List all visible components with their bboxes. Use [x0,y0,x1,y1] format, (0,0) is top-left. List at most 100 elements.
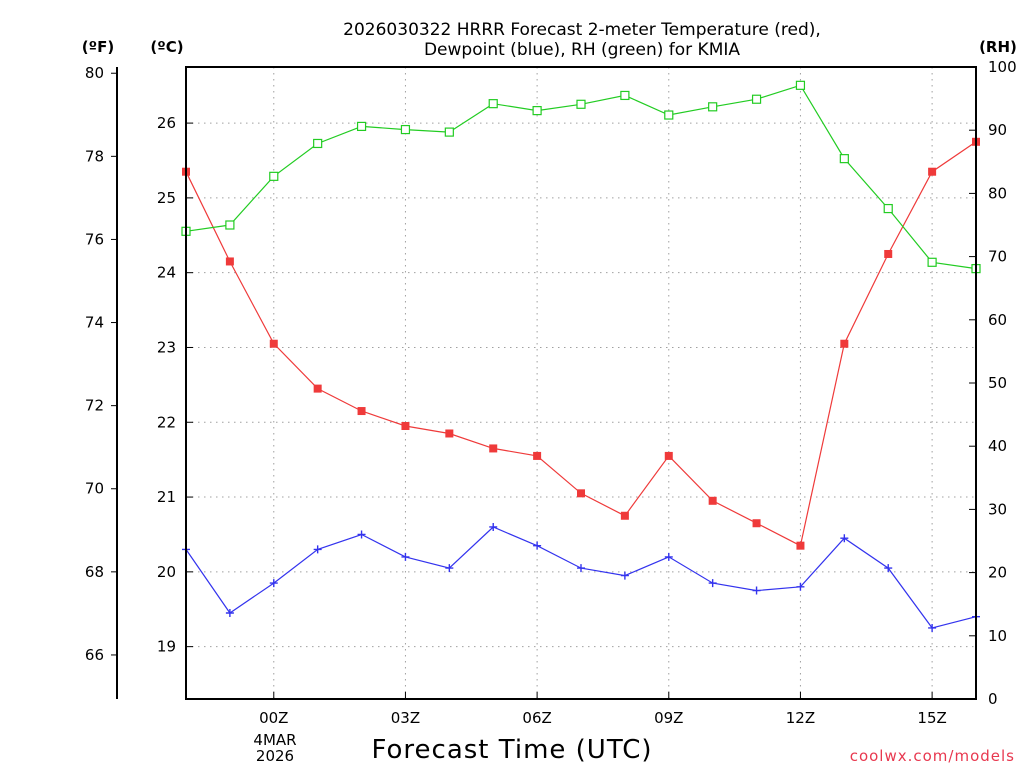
rh-tick-label: 60 [988,311,1007,329]
dewpoint-line [185,526,977,629]
x-tick-label: 15Z [917,709,946,727]
celsius-tick-label: 25 [157,189,176,207]
dewpoint-point [796,582,805,591]
rh-point [927,257,937,267]
dewpoint-point [577,564,585,573]
temperature-point [664,451,673,460]
rh-point [795,80,806,90]
x-tick-label: 00Z [259,709,288,727]
celsius-tick-label: 22 [157,413,176,431]
temperature-point [401,422,410,431]
dewpoint-point [620,571,629,580]
x-date-label-day: 4MAR [253,731,296,749]
fahrenheit-tick-label: 66 [85,646,104,664]
temperature-point [620,511,629,520]
temperature-point [928,167,937,176]
celsius-tick-label: 26 [157,114,176,132]
rh-point [444,127,454,137]
temperature-point [445,429,454,438]
dewpoint-point [928,623,937,632]
rh-point [356,121,367,132]
dewpoint-point [533,541,542,550]
fahrenheit-tick-label: 74 [85,314,104,332]
x-axis-title: Forecast Time (UTC) [371,735,652,765]
rh-point [664,110,674,120]
temperature-point [269,339,278,348]
rh-tick-label: 70 [988,248,1007,266]
rh-line [185,84,977,270]
chart-title-line-2: Dewpoint (blue), RH (green) for KMIA [424,40,740,60]
celsius-unit-label: (ºC) [150,38,183,56]
temperature-line [185,141,977,547]
rh-point [620,90,630,101]
dewpoint-point [708,579,717,588]
rh-tick-label: 10 [988,627,1007,645]
plot-frame [185,66,977,700]
celsius-tick-label: 21 [157,488,176,506]
fahrenheit-tick-label: 72 [85,397,104,415]
temperature-point [357,407,366,416]
rh-point [313,138,323,149]
rh-tick-label: 20 [988,564,1007,582]
temperature-point [533,451,542,460]
rh-tick-label: 80 [988,184,1007,202]
dewpoint-point [664,552,673,561]
rh-point [883,203,893,214]
rh-tick-label: 90 [988,121,1007,139]
grid-lines [186,67,976,699]
rh-point [225,220,235,230]
dewpoint-point [445,564,454,573]
temperature-point [708,496,717,505]
temperature-point [884,249,893,258]
fahrenheit-tick-label: 68 [85,563,104,581]
rh-point [576,99,586,109]
temperature-point [796,541,805,550]
celsius-tick-label: 19 [157,638,176,656]
dewpoint-point [840,534,849,543]
rh-tick-label: 30 [988,500,1007,518]
dewpoint-point [225,608,234,617]
dewpoint-point [752,586,761,595]
chart-title-line-1: 2026030322 HRRR Forecast 2-meter Tempera… [343,20,821,40]
dewpoint-point [269,579,278,588]
fahrenheit-unit-label: (ºF) [82,38,114,56]
celsius-tick-label: 24 [157,264,176,282]
rh-point [839,154,849,164]
rh-point [400,124,411,135]
rh-tick-label: 0 [988,690,998,708]
rh-point [532,106,542,116]
x-tick-label: 06Z [522,709,551,727]
rh-point [708,102,718,112]
rh-tick-label: 100 [988,58,1017,76]
rh-unit-label: (RH) [979,38,1017,56]
x-tick-label: 09Z [654,709,683,727]
dewpoint-point [313,545,322,554]
temperature-point [840,339,849,348]
fahrenheit-tick-label: 70 [85,480,104,498]
x-tick-label: 12Z [786,709,815,727]
x-date-label-year: 2026 [256,747,294,765]
celsius-tick-label: 20 [157,563,176,581]
fahrenheit-tick-label: 76 [85,230,104,248]
series-layer [181,80,981,632]
x-tick-label: 03Z [391,709,420,727]
temperature-point [489,444,498,453]
rh-point [269,171,279,181]
rh-point [488,99,498,109]
temperature-point [225,257,234,266]
rh-tick-label: 50 [988,374,1007,392]
dewpoint-point [884,564,893,573]
credit-label: coolwx.com/models [850,747,1015,765]
temperature-point [313,384,322,393]
temperature-point [577,489,585,498]
fahrenheit-tick-label: 78 [85,147,104,165]
dewpoint-point [489,522,498,531]
temperature-point [752,519,761,528]
rh-point [751,94,762,104]
dewpoint-point [357,530,366,539]
rh-tick-label: 40 [988,437,1007,455]
dewpoint-point [401,552,410,561]
celsius-tick-label: 23 [157,338,176,356]
fahrenheit-tick-label: 80 [85,64,104,82]
